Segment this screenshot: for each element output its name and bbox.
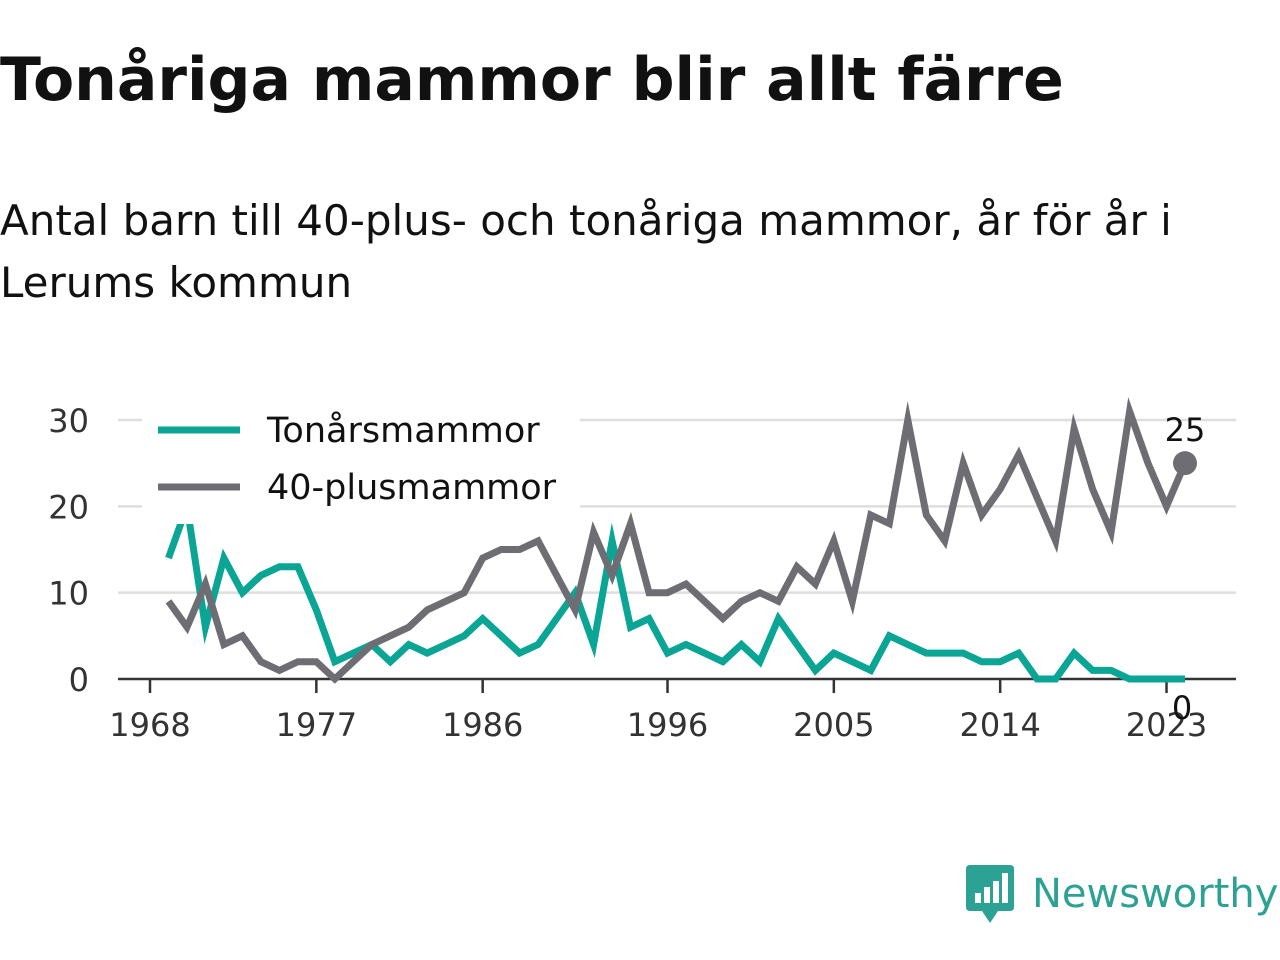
end-labels: 0 25	[1165, 411, 1206, 727]
series-line-40-plusmammor	[165, 397, 1189, 684]
x-tick-label-1996: 1996	[627, 706, 708, 744]
series-line-tonarsmammor	[165, 492, 1185, 683]
bar-chart-speech-bubble-icon	[966, 865, 1014, 923]
legend-label-1: 40-plusmammor	[267, 468, 557, 508]
brand-name: Newsworthy	[1032, 871, 1279, 917]
end-point-1	[1173, 451, 1197, 476]
x-tick-label-1986: 1986	[442, 706, 523, 744]
chart-title: Tonåriga mammor blir allt färre	[0, 45, 1064, 115]
y-tick-label-20: 20	[48, 488, 89, 526]
series-lines	[165, 397, 1189, 684]
x-tick-label-2014: 2014	[959, 706, 1040, 744]
y-tick-label-0: 0	[69, 661, 89, 699]
x-tick-label-2005: 2005	[793, 706, 874, 744]
legend: Tonårsmammor 40-plusmammor	[142, 402, 580, 524]
x-tick-label-1968: 1968	[109, 706, 190, 744]
brand-logo: Newsworthy	[964, 862, 1278, 926]
legend-background	[142, 402, 580, 524]
y-axis: 0 10 20 30	[48, 402, 89, 699]
x-axis: 1968 1977 1986 1996 2005 2014 2023	[109, 677, 1236, 744]
end-label-0: 0	[1172, 689, 1192, 727]
y-tick-label-10: 10	[48, 575, 89, 613]
end-label-1: 25	[1165, 411, 1206, 449]
x-tick-label-1977: 1977	[276, 706, 357, 744]
y-tick-label-30: 30	[48, 402, 89, 440]
x-tick-label-2023: 2023	[1126, 706, 1207, 744]
legend-label-0: Tonårsmammor	[266, 410, 540, 451]
chart-subtitle: Antal barn till 40-plus- och tonåriga ma…	[0, 196, 1172, 307]
